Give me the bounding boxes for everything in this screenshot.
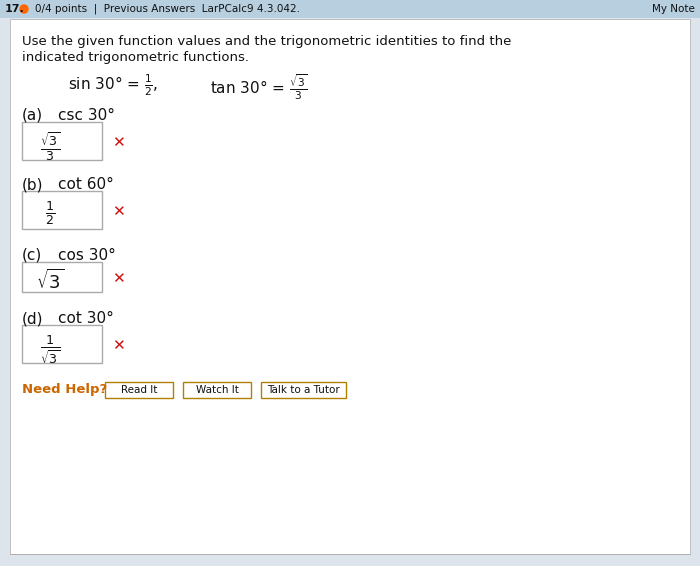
Text: $\frac{\sqrt{3}}{3}$: $\frac{\sqrt{3}}{3}$ xyxy=(40,130,60,163)
Text: tan 30° = $\frac{\sqrt{3}}{3}$: tan 30° = $\frac{\sqrt{3}}{3}$ xyxy=(210,72,307,102)
Text: (c): (c) xyxy=(22,248,42,263)
Circle shape xyxy=(20,5,28,13)
Text: 17.: 17. xyxy=(5,4,24,14)
Text: $\frac{1}{2}$: $\frac{1}{2}$ xyxy=(45,199,55,227)
Bar xyxy=(22,191,102,229)
Text: (a): (a) xyxy=(22,108,43,123)
Text: (b): (b) xyxy=(22,177,43,192)
Text: 0/4 points  |  Previous Answers  LarPCalc9 4.3.042.: 0/4 points | Previous Answers LarPCalc9 … xyxy=(35,4,300,14)
Text: cos 30°: cos 30° xyxy=(58,248,116,263)
Text: Need Help?: Need Help? xyxy=(22,383,107,396)
Text: My Note: My Note xyxy=(652,4,695,14)
Text: cot 60°: cot 60° xyxy=(58,177,114,192)
Bar xyxy=(22,122,102,160)
Text: ✕: ✕ xyxy=(112,272,125,286)
Text: ✕: ✕ xyxy=(112,204,125,220)
Text: $\sqrt{3}$: $\sqrt{3}$ xyxy=(36,269,64,293)
Bar xyxy=(22,325,102,363)
Text: (d): (d) xyxy=(22,311,43,326)
Text: sin 30° = $\frac{1}{2}$,: sin 30° = $\frac{1}{2}$, xyxy=(68,72,158,97)
Bar xyxy=(105,382,173,398)
Bar xyxy=(0,0,700,18)
Bar xyxy=(22,262,102,292)
Text: csc 30°: csc 30° xyxy=(58,108,115,123)
Text: $\frac{1}{\sqrt{3}}$: $\frac{1}{\sqrt{3}}$ xyxy=(40,333,60,366)
Text: Talk to a Tutor: Talk to a Tutor xyxy=(267,385,340,395)
Text: Read It: Read It xyxy=(121,385,158,395)
Text: Watch It: Watch It xyxy=(195,385,239,395)
Text: cot 30°: cot 30° xyxy=(58,311,114,326)
Text: ✕: ✕ xyxy=(112,338,125,354)
Text: indicated trigonometric functions.: indicated trigonometric functions. xyxy=(22,51,249,64)
Bar xyxy=(183,382,251,398)
Text: ✕: ✕ xyxy=(112,135,125,151)
Bar xyxy=(261,382,346,398)
Text: Use the given function values and the trigonometric identities to find the: Use the given function values and the tr… xyxy=(22,35,512,48)
